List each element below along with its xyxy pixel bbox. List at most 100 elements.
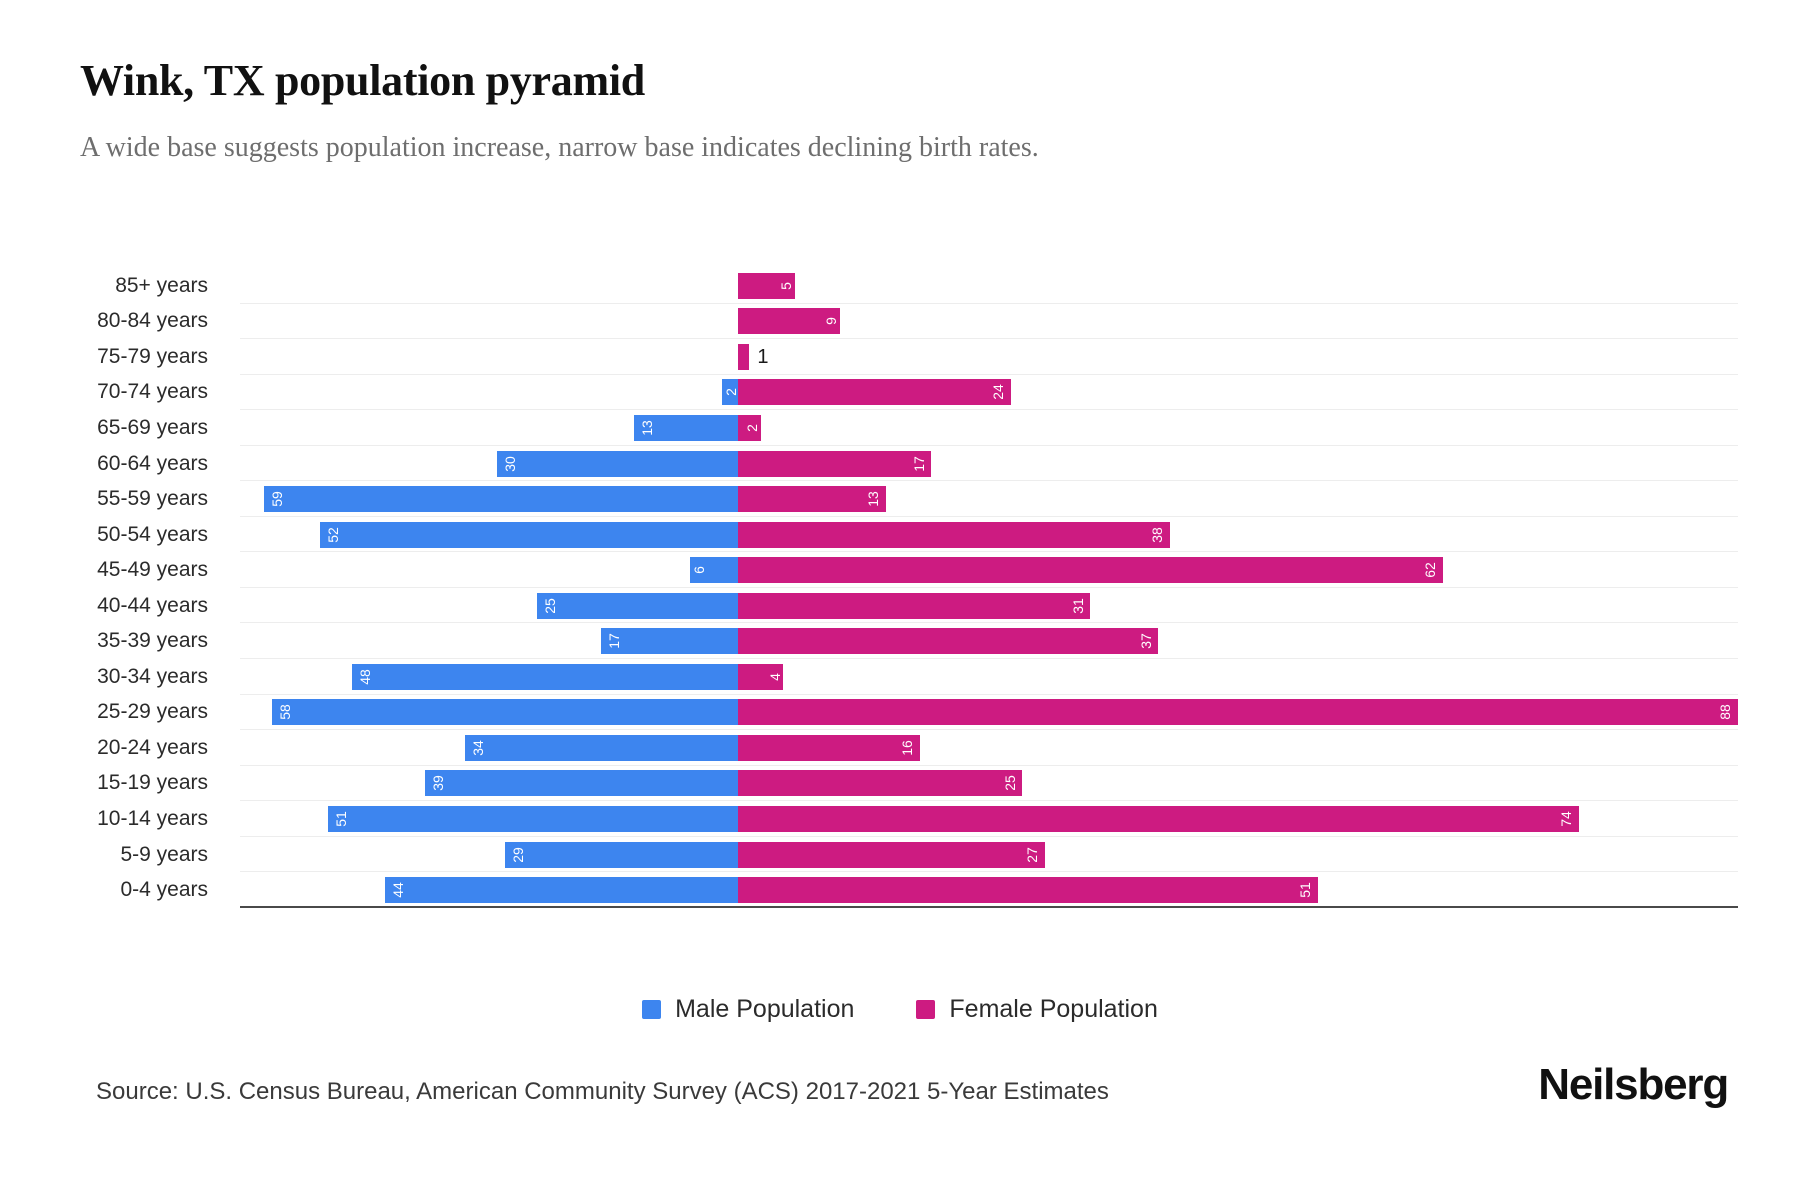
pyramid-row: 50-54 years 52 38 — [97, 517, 1738, 553]
male-swatch-icon — [642, 1000, 662, 1019]
female-value-label: 17 — [910, 455, 927, 472]
female-bar-fill: 51 — [738, 877, 1318, 904]
page-subtitle: A wide base suggests population increase… — [80, 132, 1039, 163]
male-value-label: 44 — [389, 882, 406, 898]
y-axis-tick-label: 70-74 years — [97, 380, 208, 404]
male-bar-fill: 25 — [537, 592, 738, 619]
female-bar[interactable]: 24 — [738, 379, 1011, 406]
male-bar[interactable]: 58 — [272, 699, 738, 726]
male-bar[interactable]: 6 — [689, 557, 738, 584]
male-bar[interactable]: 52 — [320, 521, 738, 548]
female-value-label: 25 — [1001, 775, 1018, 792]
male-bar-fill: 59 — [264, 486, 738, 513]
female-value-label: 16 — [899, 740, 916, 756]
female-value-label: 4 — [766, 672, 783, 681]
female-bar[interactable]: 25 — [738, 770, 1023, 797]
pyramid-row: 5-9 years 29 27 — [120, 837, 1738, 873]
male-bar-fill: 58 — [272, 699, 738, 726]
female-bar-fill: 17 — [738, 450, 932, 477]
gridline — [240, 658, 1738, 660]
male-value-label: 17 — [606, 633, 623, 650]
female-bar[interactable]: 16 — [738, 734, 920, 761]
legend-item-male[interactable]: Male Population — [642, 995, 854, 1024]
female-value-label: 1 — [757, 345, 769, 368]
female-bar-fill: 16 — [738, 734, 920, 761]
female-bar[interactable]: 17 — [738, 450, 932, 477]
y-axis-tick-label: 25-29 years — [97, 700, 208, 724]
gridline — [240, 409, 1738, 411]
female-value-label: 74 — [1558, 811, 1575, 827]
male-bar[interactable]: 59 — [264, 486, 738, 513]
pyramid-row: 35-39 years 17 37 — [97, 623, 1738, 660]
male-value-label: 52 — [325, 526, 342, 543]
female-bar[interactable]: 2 — [738, 414, 761, 441]
male-value-label: 2 — [722, 388, 739, 397]
male-bar[interactable]: 25 — [537, 592, 738, 619]
female-bar[interactable]: 13 — [738, 486, 886, 513]
female-value-label: 24 — [989, 384, 1006, 401]
female-bar-fill: 74 — [738, 805, 1579, 832]
pyramid-row: 65-69 years 13 2 — [97, 410, 1738, 446]
female-value-label: 31 — [1069, 597, 1086, 614]
male-bar[interactable]: 51 — [328, 805, 738, 832]
male-bar-fill: 34 — [464, 734, 738, 761]
female-bar-fill: 24 — [738, 379, 1011, 406]
female-value-label: 51 — [1296, 882, 1313, 898]
female-value-label: 88 — [1717, 704, 1734, 721]
male-bar[interactable]: 44 — [384, 877, 738, 904]
female-value-label: 37 — [1137, 633, 1154, 650]
male-value-label: 39 — [429, 775, 446, 792]
pyramid-row: 85+ years 5 — [115, 268, 1738, 304]
male-bar[interactable]: 17 — [601, 628, 738, 655]
male-bar-fill: 48 — [352, 663, 738, 690]
female-bar-fill: 25 — [738, 770, 1023, 797]
female-bar[interactable]: 5 — [738, 272, 795, 299]
legend-item-female[interactable]: Female Population — [916, 995, 1158, 1024]
pyramid-row: 40-44 years 25 31 — [97, 588, 1738, 624]
male-bar[interactable]: 34 — [464, 734, 738, 761]
gridline — [240, 444, 1738, 446]
gridline — [240, 373, 1738, 375]
legend-label-female: Female Population — [949, 995, 1158, 1023]
female-bar-fill: 4 — [738, 663, 784, 690]
pyramid-row: 80-84 years 9 — [97, 304, 1738, 340]
male-bar[interactable]: 30 — [497, 450, 738, 477]
y-axis-tick-label: 55-59 years — [97, 487, 208, 511]
female-bar[interactable]: 74 — [738, 805, 1579, 832]
legend-label-male: Male Population — [675, 995, 855, 1023]
female-bar[interactable]: 4 — [738, 663, 784, 690]
female-value-label: 5 — [777, 281, 794, 290]
female-value-label: 38 — [1149, 526, 1166, 543]
female-bar-fill: 2 — [738, 414, 761, 441]
pyramid-row: 45-49 years 6 62 — [97, 552, 1738, 588]
male-bar[interactable]: 39 — [424, 770, 738, 797]
female-bar-fill: 31 — [738, 592, 1091, 619]
male-bar-fill: 39 — [424, 770, 738, 797]
male-bar[interactable]: 13 — [633, 414, 738, 441]
female-bar-fill: 13 — [738, 486, 886, 513]
female-value-label: 27 — [1024, 846, 1041, 863]
male-value-label: 13 — [638, 420, 655, 436]
female-bar[interactable]: 27 — [738, 841, 1045, 868]
female-bar[interactable]: 9 — [738, 308, 841, 335]
female-bar[interactable]: 1 — [738, 343, 768, 370]
pyramid-row: 15-19 years 39 25 — [97, 766, 1738, 802]
female-value-label: 2 — [743, 424, 760, 432]
female-bar[interactable]: 38 — [738, 521, 1170, 548]
female-bar[interactable]: 62 — [738, 557, 1443, 584]
gridline — [240, 835, 1738, 837]
y-axis-tick-label: 75-79 years — [97, 344, 208, 368]
female-bar[interactable]: 37 — [738, 628, 1159, 655]
gridline — [240, 764, 1738, 766]
y-axis-tick-label: 80-84 years — [97, 309, 208, 333]
male-bar[interactable]: 29 — [505, 841, 738, 868]
page-title: Wink, TX population pyramid — [80, 56, 645, 105]
pyramid-row: 70-74 years 2 24 — [97, 375, 1738, 411]
male-bar[interactable]: 48 — [352, 663, 738, 690]
male-value-label: 29 — [509, 846, 526, 863]
male-bar[interactable]: 2 — [721, 379, 739, 406]
female-bar[interactable]: 31 — [738, 592, 1091, 619]
female-bar[interactable]: 88 — [738, 699, 1738, 726]
female-bar[interactable]: 51 — [738, 877, 1318, 904]
